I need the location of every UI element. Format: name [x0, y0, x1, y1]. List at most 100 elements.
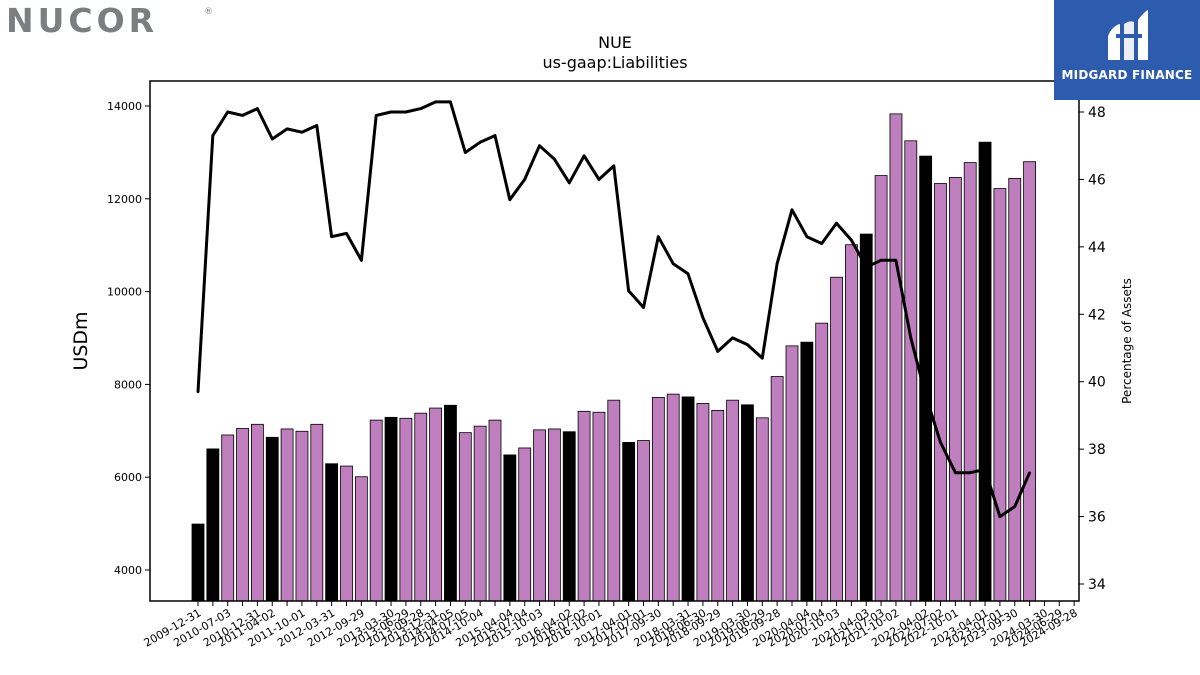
line-point [270, 137, 274, 141]
bar [458, 432, 472, 602]
line-point [241, 114, 244, 117]
nucor-logo-text: NUCOR [6, 4, 158, 38]
bar [325, 463, 339, 602]
line-point [716, 350, 720, 353]
bar [562, 431, 576, 602]
bar [681, 396, 695, 602]
line-point [567, 181, 571, 185]
line-point [493, 134, 497, 137]
line-point [954, 471, 957, 475]
bar [948, 177, 962, 602]
bar [295, 430, 309, 602]
registered-mark: ® [204, 7, 213, 17]
line-point [894, 259, 898, 262]
bar [755, 417, 769, 602]
y-axis-left: 4000 6000 8000 10000 12000 14000 [107, 100, 150, 577]
midgard-finance-logo: MIDGARD FINANCE [1054, 0, 1200, 100]
bar [830, 276, 843, 602]
bar [310, 423, 324, 602]
line-point [775, 262, 779, 266]
line-point [731, 336, 734, 340]
bar [533, 429, 546, 602]
line-point [1028, 471, 1031, 475]
line-point [627, 289, 630, 292]
line-point [374, 114, 378, 117]
line-point [835, 221, 838, 225]
bar-series [191, 113, 1036, 602]
line-point [924, 393, 927, 397]
y2-tick-label: 36 [1088, 510, 1106, 526]
line-point [968, 471, 972, 475]
bar [993, 188, 1007, 602]
line-point [657, 235, 660, 239]
chart-subtitle: us-gaap:Liabilities [542, 53, 687, 72]
bar [696, 403, 710, 602]
bar [666, 393, 680, 602]
line-point [597, 178, 601, 181]
y-tick-label: 12000 [107, 193, 142, 206]
line-point [909, 336, 913, 340]
y-tick-label: 4000 [114, 564, 142, 577]
bar [934, 183, 947, 602]
bar [250, 423, 264, 602]
line-point [196, 390, 200, 394]
y-tick-label: 8000 [114, 378, 142, 391]
bar [978, 141, 992, 602]
bar [592, 411, 606, 602]
line-series [196, 100, 1031, 519]
bar [369, 419, 383, 602]
line-point [256, 107, 259, 110]
line-point [508, 198, 512, 201]
bar [845, 244, 858, 602]
bar [711, 409, 725, 602]
line-point [761, 356, 764, 360]
line-point [671, 262, 675, 266]
plot-frame [149, 80, 1080, 602]
line-point [701, 316, 705, 319]
nucor-logo: NUCOR ® [6, 1, 216, 42]
bar [414, 412, 428, 602]
bar [770, 376, 784, 602]
line-point [285, 127, 289, 131]
line-point [211, 134, 215, 137]
line-point [538, 144, 541, 148]
bar [206, 448, 220, 602]
bar [384, 416, 398, 602]
line-point [790, 208, 794, 212]
y2-tick-label: 42 [1088, 307, 1106, 323]
line-point [612, 164, 616, 168]
bar [1008, 177, 1022, 602]
bar [236, 428, 249, 602]
bar [280, 428, 294, 602]
y2-tick-label: 40 [1088, 375, 1106, 391]
line-point [939, 441, 942, 444]
y2-tick-label: 46 [1088, 172, 1106, 188]
bar [444, 404, 457, 602]
chart-title: NUE [598, 33, 632, 52]
bar [637, 440, 650, 602]
y-axis-right: 34 36 38 40 42 44 46 48 [1079, 105, 1106, 593]
line-point [315, 124, 319, 127]
bar [726, 399, 739, 602]
bar [577, 410, 591, 602]
bar [503, 454, 517, 602]
y-axis-label: USDm [70, 311, 92, 370]
bar [622, 441, 636, 602]
y2-tick-label: 44 [1088, 240, 1106, 256]
bar [1023, 161, 1036, 602]
line-point [434, 100, 437, 104]
bar [488, 419, 502, 602]
bar [800, 341, 814, 602]
bar [651, 396, 665, 602]
midgard-logo-text: MIDGARD FINANCE [1061, 68, 1193, 82]
bar [354, 476, 368, 602]
bar [399, 417, 413, 602]
y-tick-label: 6000 [114, 471, 142, 484]
bar [889, 113, 903, 602]
bar [859, 233, 873, 602]
line-point [998, 515, 1002, 518]
line-point [642, 306, 645, 309]
bar [548, 428, 561, 602]
line-point [850, 238, 853, 242]
